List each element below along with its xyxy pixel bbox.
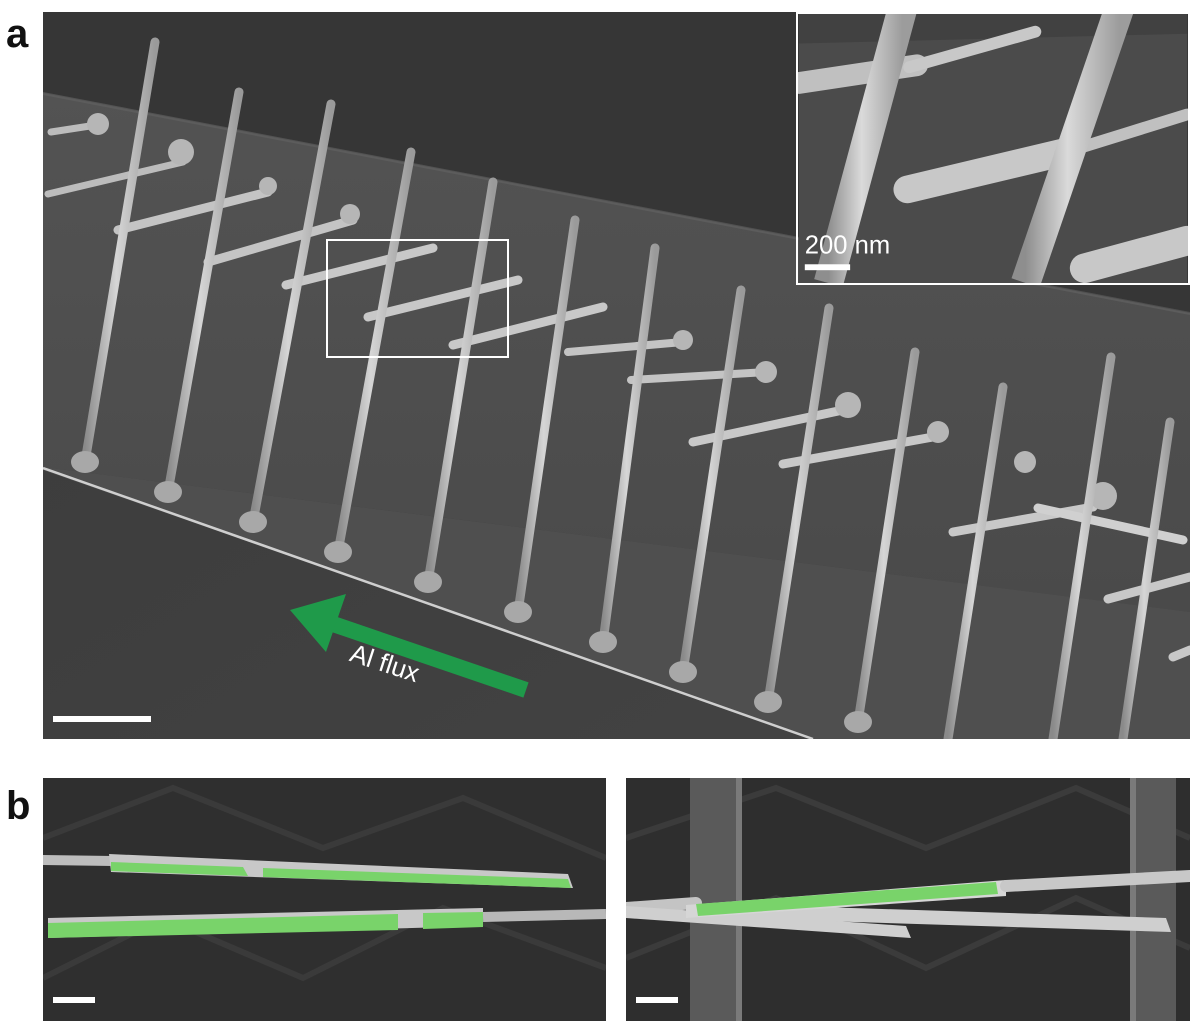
panel-b-right-sem-image bbox=[626, 778, 1190, 1021]
panel-b-left-sem-image bbox=[43, 778, 606, 1021]
lying-nanowires bbox=[44, 120, 1190, 662]
panel-a-scale-bar bbox=[53, 716, 151, 722]
inset-scale-label: 200 nm bbox=[805, 231, 890, 259]
panel-b-left-scale-bar bbox=[53, 997, 95, 1003]
inset-scale-bar bbox=[804, 264, 851, 271]
panel-b-right-scale-bar bbox=[636, 997, 678, 1003]
panel-b-letter: b bbox=[6, 784, 31, 828]
zoom-region-box bbox=[326, 239, 509, 358]
panel-a-inset-image: 200 nm bbox=[796, 12, 1190, 285]
al-flux-arrow bbox=[290, 594, 529, 698]
panel-a-letter: a bbox=[6, 12, 29, 56]
standing-nanowires bbox=[80, 37, 1175, 739]
